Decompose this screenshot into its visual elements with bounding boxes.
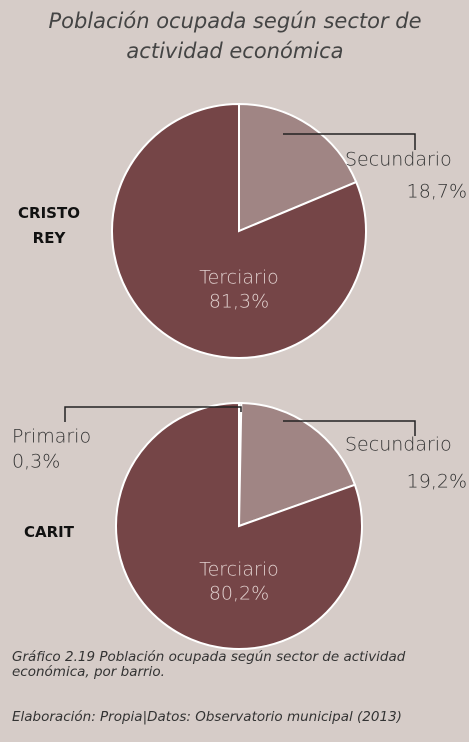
pie-slice	[115, 401, 363, 650]
value-label: 81,3%	[209, 291, 269, 313]
leader-line	[64, 406, 242, 422]
slice-label: Terciario	[199, 267, 279, 289]
leader-line	[283, 420, 416, 436]
pie-label: CRISTO REY	[18, 204, 80, 247]
source: Elaboración: Propia|Datos: Observatorio …	[12, 709, 402, 725]
value-label: 18,7%	[407, 181, 467, 203]
pie-slice	[111, 102, 367, 359]
slice-label: Secundario	[345, 149, 452, 171]
slice-label: Primario	[12, 426, 91, 448]
pie-slice	[237, 402, 357, 528]
value-label: 0,3%	[12, 451, 60, 473]
slice-label: Terciario	[199, 559, 279, 581]
value-label: 19,2%	[407, 471, 467, 493]
value-label: 80,2%	[209, 583, 269, 605]
pie-slice	[238, 102, 358, 233]
pie-label: CARIT	[24, 523, 74, 541]
caption: Gráfico 2.19 Población ocupada según sec…	[12, 649, 406, 680]
slice-label: Secundario	[345, 434, 452, 456]
chart-title: Población ocupada según sector de activi…	[48, 9, 422, 63]
leader-line	[283, 133, 416, 150]
